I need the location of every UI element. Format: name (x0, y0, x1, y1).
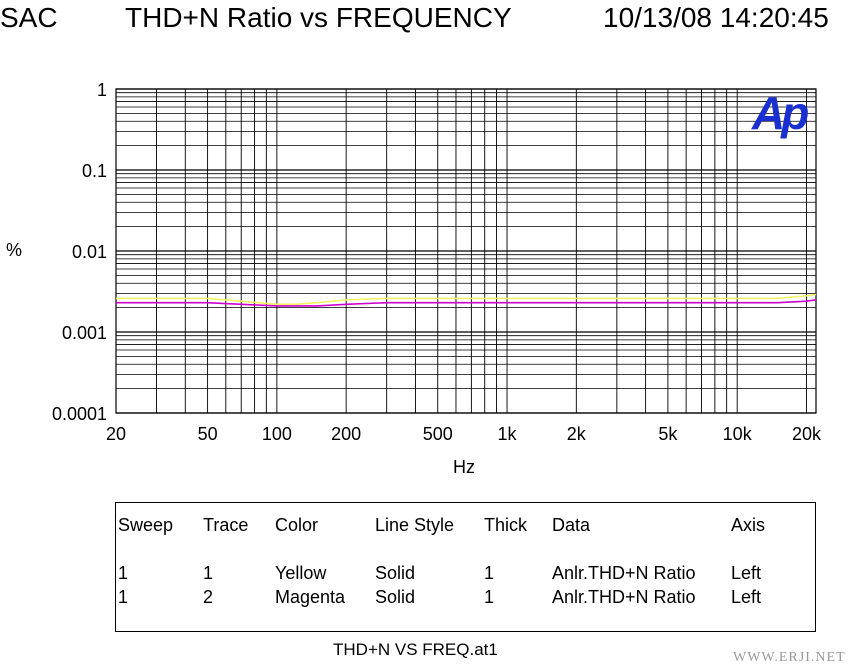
x-tick-label: 10k (723, 424, 753, 444)
chart-title: THD+N Ratio vs FREQUENCY (125, 2, 512, 33)
legend-row1-trace: 1 (203, 563, 214, 583)
legend-row2-data: Anlr.THD+N Ratio (552, 587, 696, 607)
footer-filename: THD+N VS FREQ.at1 (333, 640, 498, 659)
legend-header-axis: Axis (731, 515, 766, 535)
legend-header-color: Color (275, 515, 319, 535)
y-tick-label: 1 (97, 80, 107, 100)
legend-row2-axis: Left (731, 587, 762, 607)
legend-row2-trace: 2 (203, 587, 214, 607)
plot-frame (115, 88, 817, 414)
x-tick-label: 20k (792, 424, 822, 444)
x-tick-label: 100 (262, 424, 292, 444)
legend-row1-axis: Left (731, 563, 762, 583)
legend-row2-sweep: 1 (118, 587, 129, 607)
header-timestamp: 10/13/08 14:20:45 (603, 2, 829, 33)
x-tick-label: 5k (658, 424, 678, 444)
legend-row2-line-style: Solid (375, 587, 416, 607)
series-line-2 (116, 299, 817, 307)
x-tick-label: 200 (331, 424, 361, 444)
y-tick-label: 0.001 (62, 323, 107, 343)
x-tick-label: 50 (198, 424, 218, 444)
header-left: SAC (0, 2, 58, 33)
legend-row1-data: Anlr.THD+N Ratio (552, 563, 696, 583)
legend-row1-thick: 1 (484, 563, 495, 583)
legend-row1-color: Yellow (275, 563, 327, 583)
y-axis-label: % (6, 240, 22, 260)
legend-header-trace: Trace (203, 515, 249, 535)
watermark: WWW.ERJI.NET (733, 650, 846, 665)
legend-table: Sweep Trace Color Line Style Thick Data … (115, 502, 816, 632)
legend-header-sweep: Sweep (118, 515, 174, 535)
legend-header-data: Data (552, 515, 591, 535)
x-axis-label: Hz (453, 457, 475, 477)
legend-row2-thick: 1 (484, 587, 495, 607)
legend-header-line-style: Line Style (375, 515, 455, 535)
x-tick-label: 20 (106, 424, 126, 444)
legend-header-thick: Thick (484, 515, 528, 535)
ap-logo: Ap (752, 87, 809, 139)
y-tick-label: 0.1 (82, 161, 107, 181)
series-line-1 (116, 293, 817, 306)
x-tick-label: 2k (567, 424, 587, 444)
y-tick-label: 0.01 (72, 242, 107, 262)
legend-row2-color: Magenta (275, 587, 346, 607)
y-tick-label: 0.0001 (52, 404, 107, 424)
legend-row1-sweep: 1 (118, 563, 129, 583)
x-tick-label: 1k (498, 424, 518, 444)
x-tick-label: 500 (423, 424, 453, 444)
legend-row1-line-style: Solid (375, 563, 416, 583)
